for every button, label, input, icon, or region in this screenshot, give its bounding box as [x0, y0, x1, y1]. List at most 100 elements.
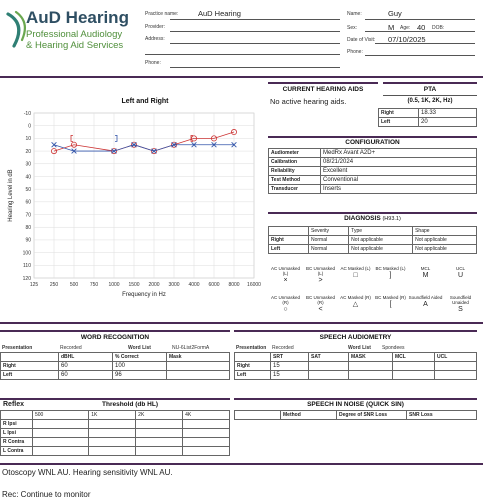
- wr-presentation-label: Presentation: [2, 345, 33, 351]
- legend-label: BC Unmasked (L): [305, 266, 335, 276]
- pta-title: PTA: [423, 86, 437, 93]
- x-tick-label: 500: [70, 282, 79, 288]
- logo-title: AuD Hearing: [26, 8, 129, 27]
- config-transducer-value: Inserts: [320, 184, 477, 194]
- patient-name-label: Name:: [347, 11, 362, 17]
- sa-left-srt: 15: [270, 370, 309, 380]
- right-ear-point: [230, 129, 237, 136]
- logo-subtitle-1: Professional Audiology: [26, 29, 123, 40]
- legend-item: AC Unmasked (R) ○: [268, 295, 303, 314]
- legend-label: AC Unmasked (R): [270, 295, 300, 305]
- legend-label: AC Masked (L): [340, 266, 371, 271]
- y-tick-label: 50: [25, 187, 31, 193]
- y-tick-label: 70: [25, 212, 31, 218]
- date-of-visit-value: 07/10/2025: [388, 35, 426, 44]
- sa-word-list-label: Word List: [348, 345, 371, 351]
- right-ear-point: [71, 141, 78, 148]
- sa-presentation-label: Presentation: [236, 345, 267, 351]
- pta-left-value: 20: [418, 117, 477, 127]
- sin-col-method: Method: [280, 410, 337, 420]
- x-tick-label: 1500: [128, 282, 139, 288]
- config-test-method-label: Test Method: [268, 175, 321, 185]
- sex-label: Sex:: [347, 25, 358, 31]
- legend-label: UCL: [455, 266, 465, 271]
- reflex-row-l-ipsi: L Ipsi: [0, 428, 33, 438]
- logo: AuD Hearing Professional Audiology & Hea…: [6, 8, 136, 54]
- right-ear-point: [51, 148, 58, 155]
- y-tick-label: 110: [23, 263, 31, 269]
- right-ear-point: [210, 135, 217, 142]
- x-tick-label: 3000: [168, 282, 179, 288]
- legend-glyph: <: [318, 306, 323, 313]
- word-recognition-title: WORD RECOGNITION: [80, 334, 150, 341]
- sa-presentation-value: Recorded: [272, 345, 294, 351]
- dob-label: DOB:: [432, 25, 445, 31]
- speech-audiometry-title: SPEECH AUDIOMETRY: [319, 334, 392, 341]
- x-tick-label: 8000: [228, 282, 239, 288]
- legend-item: UCL U: [443, 266, 478, 280]
- x-tick-label: 16000: [247, 282, 261, 288]
- diagnosis-title-text: DIAGNOSIS: [344, 215, 381, 222]
- diagnosis-col-type: Type: [348, 226, 414, 236]
- phone-label: Phone:: [145, 60, 161, 66]
- diagnosis-left-type: Not applicable: [348, 244, 414, 254]
- diagnosis-right-type: Not applicable: [348, 235, 414, 245]
- legend-item: BC Unmasked (L) >: [303, 266, 338, 285]
- wr-col-mask: Mask: [166, 352, 230, 362]
- current-aids-title: CURRENT HEARING AIDS: [282, 86, 364, 93]
- speech-in-noise-table: Method Degree of SNR Loss SNR Loss: [234, 410, 477, 420]
- reflex-col-2k: 2K: [135, 410, 184, 420]
- wr-left-label: Left: [0, 370, 59, 380]
- right-bc-masked-point: [70, 134, 73, 142]
- config-reliability-value: Excellent: [320, 166, 477, 176]
- sin-col-snr: SNR Loss: [406, 410, 477, 420]
- pta-left-label: Left: [378, 117, 419, 127]
- reflex-col-1k: 1K: [88, 410, 137, 420]
- reflex-threshold-title: Threshold (db HL): [102, 401, 158, 408]
- practice-name-label: Practice name:: [145, 11, 179, 17]
- legend-glyph: U: [457, 272, 464, 279]
- pta-right-value: 18.33: [418, 108, 477, 118]
- x-tick-label: 2000: [148, 282, 159, 288]
- legend-item: AC Unmasked (L) ×: [268, 266, 303, 285]
- legend-glyph: □: [353, 272, 358, 279]
- wr-left-mask: [166, 370, 230, 380]
- speech-in-noise-title: SPEECH IN NOISE (QUICK SIN): [307, 401, 404, 408]
- wr-col-correct: % Correct: [112, 352, 167, 362]
- wr-word-list-value: NU-6List2FormA: [172, 345, 210, 351]
- legend-label: AC Unmasked (L): [270, 266, 300, 276]
- legend-item: AC Masked (L) □: [338, 266, 373, 280]
- left-ear-point: [151, 148, 157, 154]
- y-tick-label: 90: [25, 238, 31, 244]
- patient-name-value: Guy: [388, 9, 402, 18]
- logo-mark-icon: [6, 10, 27, 48]
- date-of-visit-label: Date of Visit:: [347, 37, 376, 43]
- x-tick-label: 1000: [108, 282, 119, 288]
- diagnosis-right-label: Right: [268, 235, 309, 245]
- legend-glyph: >: [318, 277, 323, 284]
- word-recognition-table: dBHL % Correct Mask Right 60 100 Left 60…: [0, 352, 230, 380]
- config-calibration-label: Calibration: [268, 157, 321, 167]
- legend-label: Soundfield Aided: [408, 295, 443, 300]
- legend-glyph: ○: [283, 306, 288, 313]
- legend-item: MCL M: [408, 266, 443, 280]
- sa-col-sat: SAT: [308, 352, 349, 362]
- y-tick-label: 20: [25, 149, 31, 155]
- y-tick-label: 80: [25, 225, 31, 231]
- left-ear-point: [111, 148, 117, 154]
- legend-label: BC Masked (R): [375, 295, 406, 300]
- legend-glyph: S: [458, 306, 463, 313]
- sa-col-srt: SRT: [270, 352, 309, 362]
- sa-right-srt: 15: [270, 361, 309, 371]
- reflex-row-l-contra: L Contra: [0, 446, 33, 456]
- age-value: 40: [417, 23, 426, 32]
- legend-item: Soundfield Aided A: [408, 295, 443, 309]
- pta-right-label: Right: [378, 108, 419, 118]
- config-audiometer-value: MedRx Avant A2D+: [320, 148, 477, 158]
- legend-glyph: ×: [283, 277, 288, 284]
- audiogram-title: Left and Right: [121, 98, 169, 105]
- y-tick-label: 100: [23, 250, 32, 256]
- legend-item: BC Masked (R)[: [373, 295, 408, 309]
- age-label: Age:: [400, 25, 411, 31]
- left-bc-masked-point: [115, 134, 118, 142]
